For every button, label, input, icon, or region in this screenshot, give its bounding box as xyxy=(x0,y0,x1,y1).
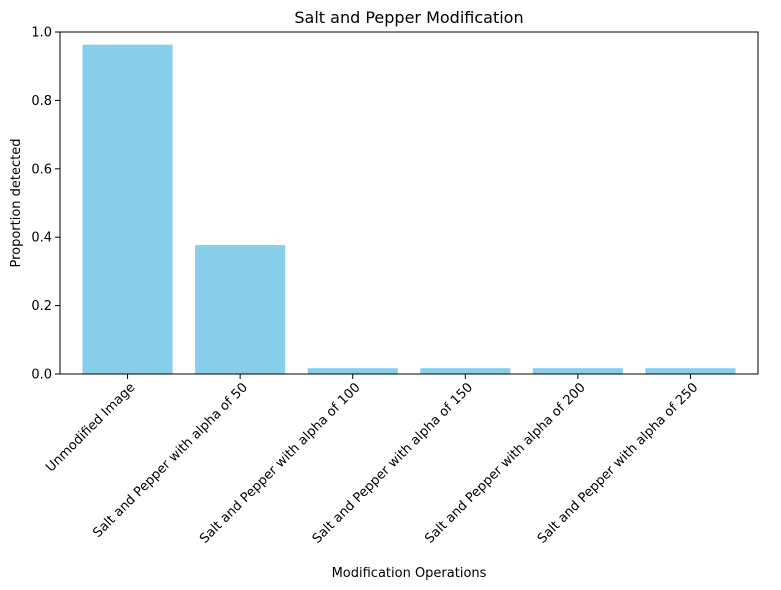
y-tick-label: 0.8 xyxy=(31,94,52,109)
x-axis-label: Modification Operations xyxy=(332,566,487,581)
y-axis: 0.0 0.2 0.4 0.6 0.8 1.0 xyxy=(31,26,60,383)
y-axis-label: Proportion detected xyxy=(9,138,24,267)
bar xyxy=(82,44,173,375)
y-tick-label: 0.4 xyxy=(31,231,52,246)
bars-layer xyxy=(82,44,736,375)
y-tick-label: 0.0 xyxy=(31,368,52,383)
chart-title: Salt and Pepper Modification xyxy=(294,8,523,27)
bar xyxy=(645,368,736,374)
y-tick-label: 1.0 xyxy=(31,26,52,41)
bar xyxy=(307,368,398,374)
y-tick-label: 0.6 xyxy=(31,162,52,177)
bar xyxy=(195,245,286,374)
x-tick-label: Unmodified Image xyxy=(43,380,138,475)
bar xyxy=(420,368,511,374)
y-tick-label: 0.2 xyxy=(31,299,52,314)
plot-area-frame xyxy=(59,31,759,375)
bar xyxy=(532,368,623,374)
